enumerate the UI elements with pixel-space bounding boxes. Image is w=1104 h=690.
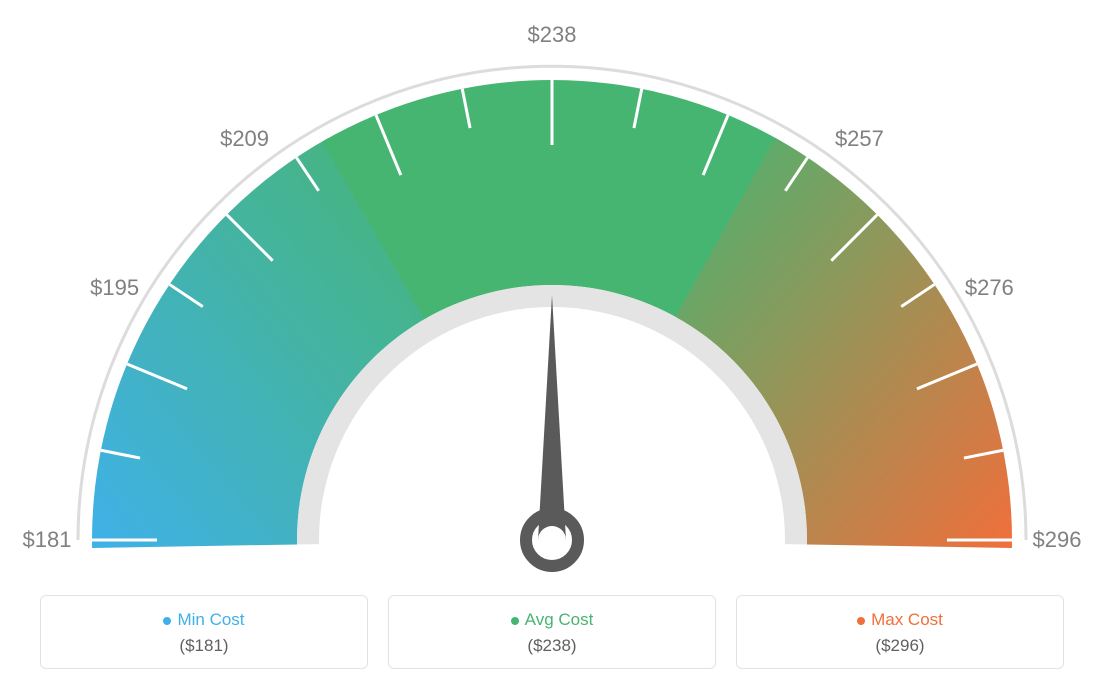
tick-label: $209 bbox=[220, 126, 269, 152]
legend-label-avg: Avg Cost bbox=[525, 610, 594, 629]
legend-value-min: ($181) bbox=[41, 636, 367, 656]
legend-dot-avg bbox=[511, 617, 519, 625]
tick-label: $181 bbox=[23, 527, 72, 553]
legend-card-max: Max Cost ($296) bbox=[736, 595, 1064, 669]
legend-title-avg: Avg Cost bbox=[389, 610, 715, 630]
legend-dot-min bbox=[163, 617, 171, 625]
legend-dot-max bbox=[857, 617, 865, 625]
gauge-svg bbox=[0, 0, 1104, 575]
legend-label-min: Min Cost bbox=[177, 610, 244, 629]
legend-card-min: Min Cost ($181) bbox=[40, 595, 368, 669]
legend-value-avg: ($238) bbox=[389, 636, 715, 656]
tick-label: $276 bbox=[965, 275, 1014, 301]
gauge-chart: $181 $195 $209 $238 $257 $276 $296 bbox=[0, 0, 1104, 575]
legend-label-max: Max Cost bbox=[871, 610, 943, 629]
legend-row: Min Cost ($181) Avg Cost ($238) Max Cost… bbox=[40, 595, 1064, 669]
tick-label: $257 bbox=[835, 126, 884, 152]
tick-label: $296 bbox=[1033, 527, 1082, 553]
tick-label: $238 bbox=[528, 22, 577, 48]
legend-card-avg: Avg Cost ($238) bbox=[388, 595, 716, 669]
legend-value-max: ($296) bbox=[737, 636, 1063, 656]
legend-title-min: Min Cost bbox=[41, 610, 367, 630]
tick-label: $195 bbox=[90, 275, 139, 301]
legend-title-max: Max Cost bbox=[737, 610, 1063, 630]
